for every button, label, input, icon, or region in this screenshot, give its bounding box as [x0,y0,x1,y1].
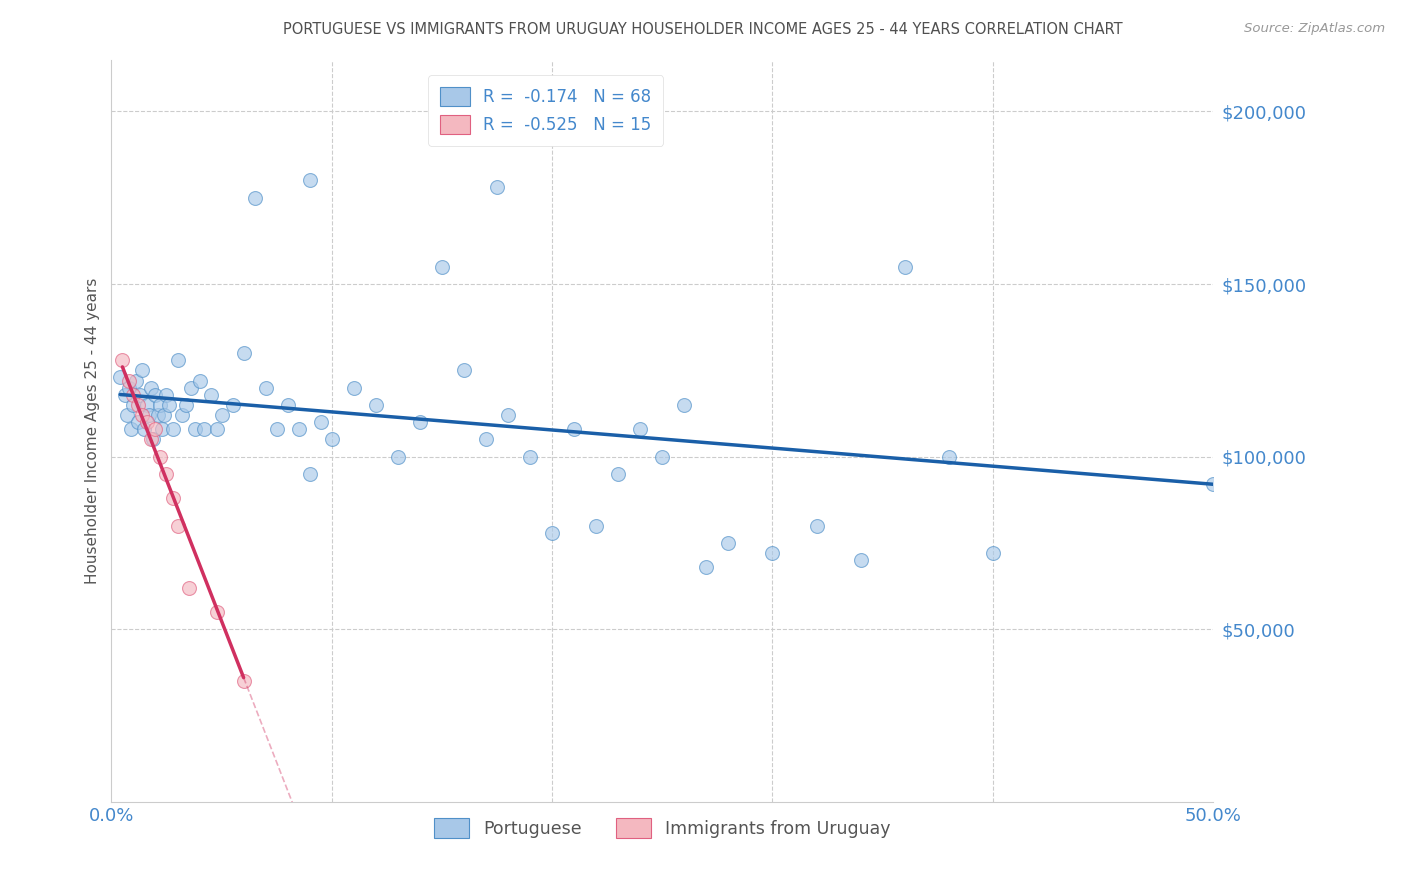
Point [146,408,169,422]
Point [149,398,172,412]
Point [298,467,321,481]
Point [387,450,409,464]
Point [430,260,453,274]
Point [232,674,254,689]
Point [135,398,157,412]
Point [486,180,509,194]
Point [111,353,134,368]
Point [134,422,156,436]
Point [180,381,202,395]
Point [562,422,585,436]
Point [145,422,167,436]
Point [135,415,157,429]
Point [221,398,243,412]
Point [127,398,149,412]
Point [607,467,630,481]
Point [162,491,184,505]
Point [981,546,1004,560]
Point [118,374,141,388]
Point [162,422,184,436]
Point [232,346,254,360]
Point [157,398,180,412]
Point [124,374,146,388]
Point [139,381,162,395]
Point [806,518,828,533]
Point [142,433,165,447]
Text: PORTUGUESE VS IMMIGRANTS FROM URUGUAY HOUSEHOLDER INCOME AGES 25 - 44 YEARS CORR: PORTUGUESE VS IMMIGRANTS FROM URUGUAY HO… [283,22,1123,37]
Point [651,450,673,464]
Point [193,422,215,436]
Point [155,387,177,401]
Point [176,398,198,412]
Point [131,408,153,422]
Point [211,408,233,422]
Point [496,408,519,422]
Point [205,605,228,619]
Point [131,363,153,377]
Point [893,260,915,274]
Point [673,398,696,412]
Point [170,408,193,422]
Point [849,553,872,567]
Point [254,381,277,395]
Point [166,353,188,368]
Point [475,433,498,447]
Point [761,546,783,560]
Point [127,415,149,429]
Point [129,387,152,401]
Point [155,467,177,481]
Legend: Portuguese, Immigrants from Uruguay: Portuguese, Immigrants from Uruguay [427,811,897,846]
Point [298,173,321,187]
Point [243,191,266,205]
Y-axis label: Householder Income Ages 25 - 44 years: Householder Income Ages 25 - 44 years [86,277,100,584]
Point [166,518,188,533]
Point [287,422,309,436]
Point [453,363,475,377]
Point [139,433,162,447]
Point [184,422,207,436]
Point [115,408,138,422]
Point [205,422,228,436]
Point [695,560,717,574]
Point [321,433,343,447]
Point [188,374,211,388]
Text: Source: ZipAtlas.com: Source: ZipAtlas.com [1244,22,1385,36]
Point [277,398,299,412]
Point [343,381,366,395]
Point [266,422,288,436]
Point [1202,477,1225,491]
Point [585,518,607,533]
Point [200,387,222,401]
Point [628,422,651,436]
Point [122,398,145,412]
Point [138,408,160,422]
Point [938,450,960,464]
Point [309,415,332,429]
Point [519,450,541,464]
Point [541,525,564,540]
Point [120,422,142,436]
Point [150,422,173,436]
Point [118,381,141,395]
Point [149,450,172,464]
Point [717,536,740,550]
Point [110,370,132,384]
Point [364,398,387,412]
Point [145,387,167,401]
Point [409,415,432,429]
Point [114,387,136,401]
Point [153,408,176,422]
Point [122,387,145,401]
Point [177,581,200,595]
